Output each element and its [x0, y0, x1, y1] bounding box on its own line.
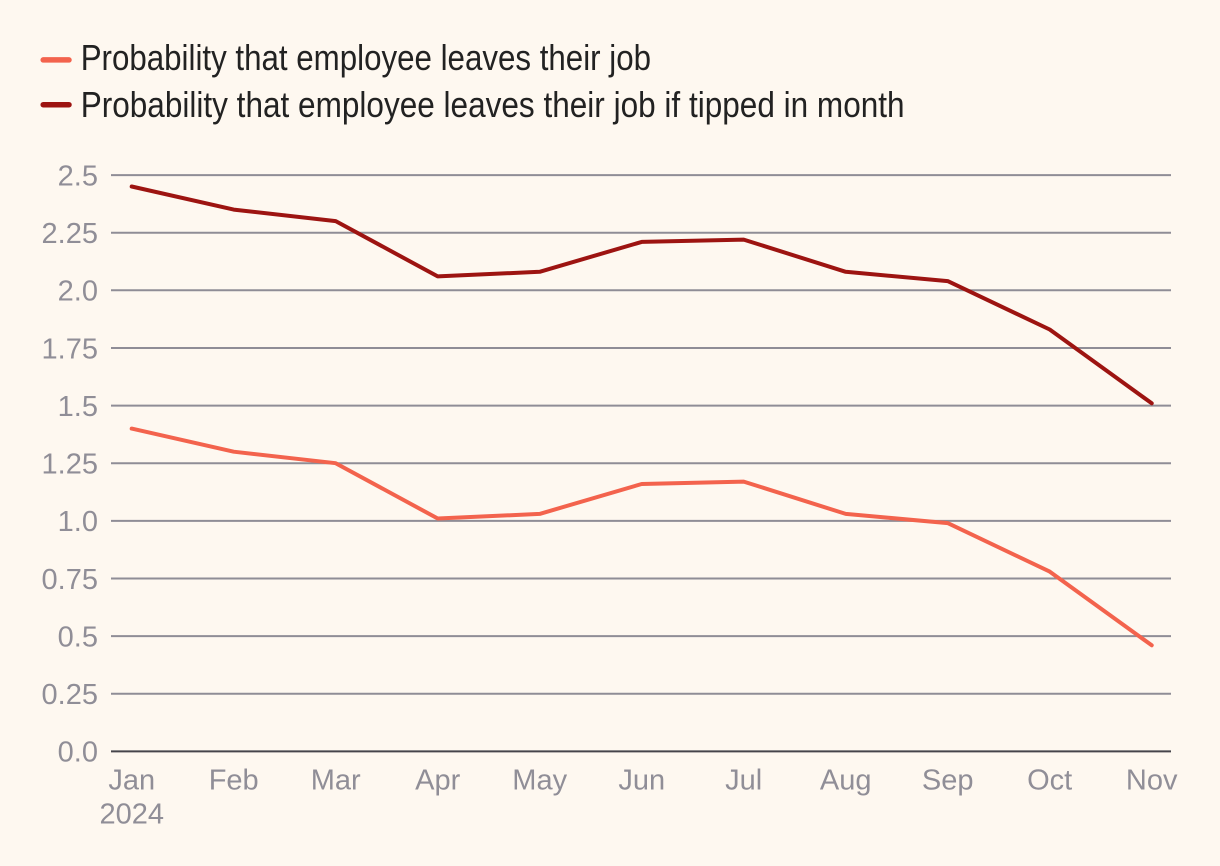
svg-text:Jul: Jul — [725, 764, 762, 796]
svg-text:Jan: Jan — [108, 764, 155, 796]
svg-text:0.5: 0.5 — [58, 621, 98, 653]
svg-text:1.25: 1.25 — [42, 449, 98, 481]
svg-text:May: May — [512, 764, 567, 796]
svg-text:Feb: Feb — [209, 764, 259, 796]
svg-text:Aug: Aug — [820, 764, 872, 796]
svg-text:2024: 2024 — [99, 798, 164, 830]
svg-text:Nov: Nov — [1126, 764, 1178, 796]
svg-text:Sep: Sep — [922, 764, 974, 796]
svg-text:Apr: Apr — [415, 764, 460, 796]
svg-text:Probability that employee leav: Probability that employee leaves their j… — [81, 84, 905, 125]
svg-text:0.0: 0.0 — [58, 737, 98, 769]
svg-text:0.75: 0.75 — [42, 564, 98, 596]
svg-text:2.5: 2.5 — [58, 160, 98, 192]
svg-text:Mar: Mar — [311, 764, 361, 796]
svg-text:Probability that employee leav: Probability that employee leaves their j… — [81, 37, 651, 78]
svg-text:0.25: 0.25 — [42, 679, 98, 711]
svg-text:2.25: 2.25 — [42, 218, 98, 250]
svg-text:Jun: Jun — [618, 764, 665, 796]
svg-text:Oct: Oct — [1027, 764, 1072, 796]
svg-text:2.0: 2.0 — [58, 276, 98, 308]
svg-text:1.0: 1.0 — [58, 506, 98, 538]
svg-text:1.5: 1.5 — [58, 391, 98, 423]
svg-text:1.75: 1.75 — [42, 333, 98, 365]
